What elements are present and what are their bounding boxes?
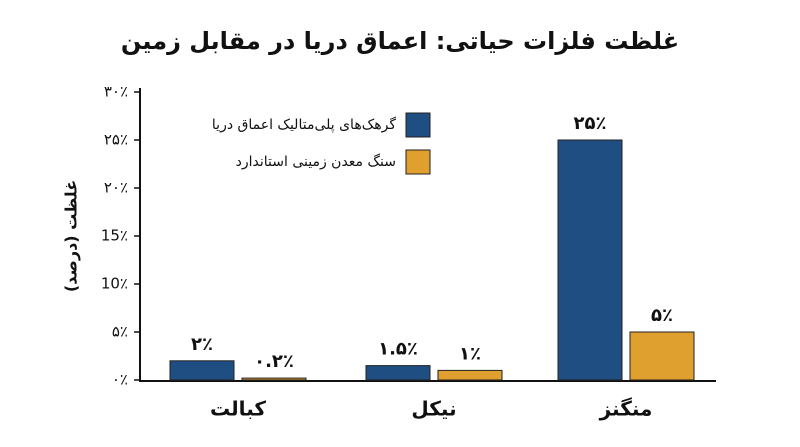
bar	[241, 377, 307, 381]
legend-swatch	[405, 149, 431, 175]
y-tick-label: ۰٪	[112, 371, 128, 389]
value-label: ۱٪	[459, 343, 481, 364]
bar	[557, 139, 623, 381]
value-label: ۲۵٪	[574, 113, 607, 134]
legend-label: گرهک‌های پلی‌متالیک اعماق دریا	[212, 116, 396, 133]
y-axis-label: غلظت (درصد)	[62, 180, 81, 292]
y-tick-label: ۵٪	[112, 323, 128, 341]
bar	[365, 365, 431, 381]
value-label: ۲٪	[191, 334, 213, 355]
value-label: ۵٪	[651, 305, 673, 326]
x-tick-label: نیکل	[411, 397, 456, 421]
legend-label: سنگ معدن زمینی استاندارد	[236, 153, 396, 170]
value-label: ۱.۵٪	[378, 339, 418, 360]
bar	[629, 331, 695, 381]
y-tick-label: 15٪	[101, 227, 128, 245]
legend-swatch	[405, 112, 431, 138]
y-tick-label: ۳۰٪	[104, 83, 128, 101]
y-tick-label: ۲۵٪	[104, 131, 128, 149]
y-tick-label: 10٪	[101, 275, 128, 293]
y-tick-label: ۲۰٪	[104, 179, 128, 197]
value-label: ۰.۲٪	[254, 351, 294, 372]
x-tick-label: منگنز	[599, 397, 653, 421]
bar	[169, 360, 235, 381]
x-tick-label: کبالت	[210, 397, 266, 421]
bar	[437, 369, 503, 381]
chart-title: غلظت فلزات حیاتی: اعماق دریا در مقابل زم…	[121, 27, 679, 55]
